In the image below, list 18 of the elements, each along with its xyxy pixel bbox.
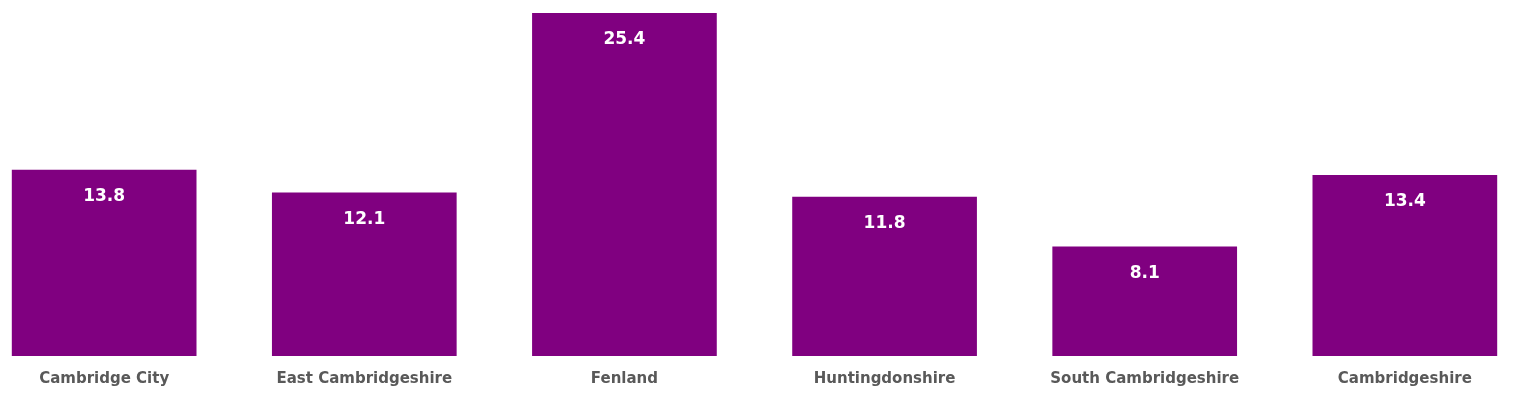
x-tick-label: Cambridge City	[39, 368, 170, 387]
data-label: 12.1	[343, 207, 386, 228]
data-label: 13.8	[83, 184, 126, 205]
bar	[1052, 246, 1238, 356]
bar	[792, 196, 977, 356]
x-tick-label: South Cambridgeshire	[1050, 368, 1240, 387]
data-label: 8.1	[1129, 261, 1160, 282]
bar	[532, 13, 717, 356]
data-label: 11.8	[863, 211, 906, 232]
bar	[11, 169, 197, 356]
data-label: 13.4	[1383, 190, 1426, 211]
x-tick-label: Fenland	[590, 368, 659, 387]
bar	[1312, 175, 1498, 356]
x-tick-label: Huntingdonshire	[813, 368, 956, 387]
data-label: 25.4	[603, 28, 646, 48]
x-tick-label: Cambridgeshire	[1337, 368, 1472, 387]
x-tick-label: East Cambridgeshire	[276, 368, 453, 387]
bar	[271, 192, 457, 356]
